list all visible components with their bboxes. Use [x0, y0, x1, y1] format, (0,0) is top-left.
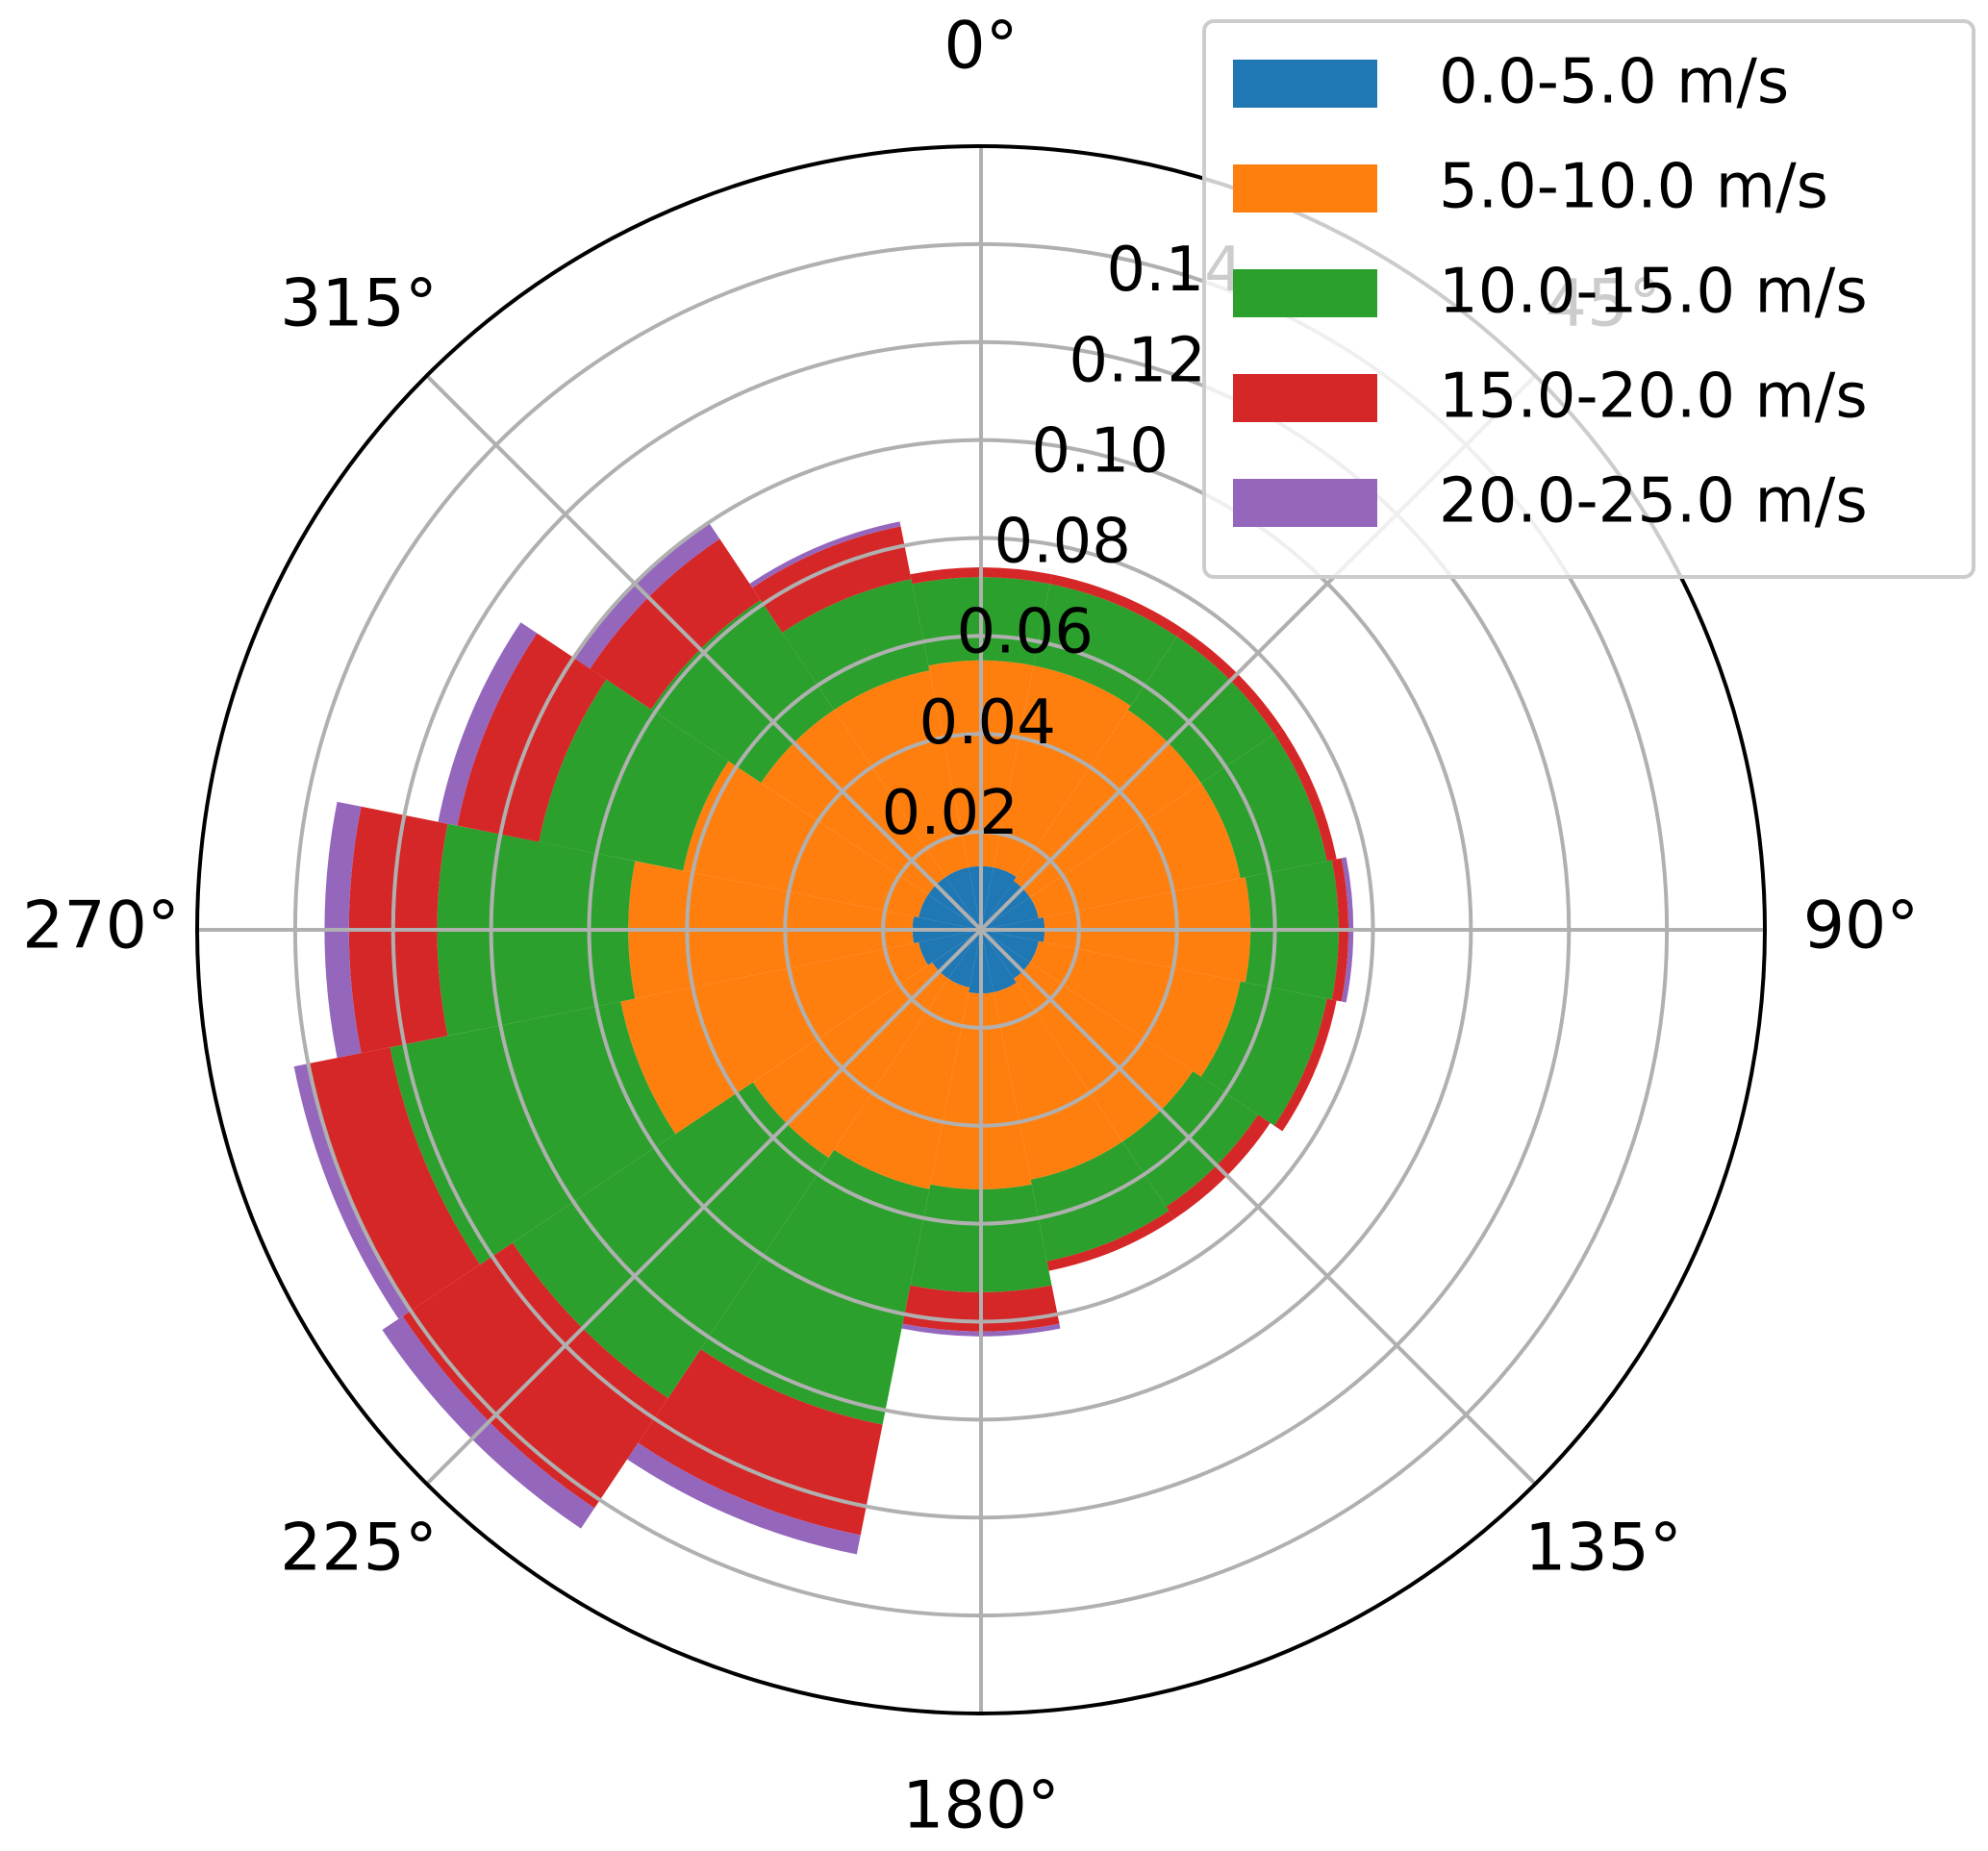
legend-label: 20.0-25.0 m/s	[1439, 466, 1868, 538]
bar-segment	[834, 670, 969, 877]
bar-segment	[981, 930, 1017, 992]
angular-gridline	[979, 928, 1537, 1486]
bar-segment	[1341, 857, 1354, 1003]
legend-swatch	[1233, 374, 1377, 422]
legend-swatch	[1233, 479, 1377, 527]
bar-segment	[1200, 981, 1327, 1126]
bar-segment	[627, 1442, 861, 1555]
bar-segment	[308, 1047, 481, 1312]
angular-tick-label: 225°	[280, 1511, 438, 1587]
radial-tick-label: 0.06	[956, 597, 1094, 668]
bar-segment	[1176, 628, 1283, 735]
angular-tick-label: 315°	[280, 266, 438, 342]
bar-segment	[1030, 1141, 1170, 1262]
bar-segment	[1033, 584, 1177, 707]
radial-tick-label: 0.04	[919, 688, 1056, 759]
bar-segment	[1029, 940, 1241, 1077]
bar-segment	[981, 897, 1039, 930]
polar-frame	[195, 144, 1767, 1715]
bar-segment	[993, 665, 1131, 877]
angular-tick-label: 135°	[1524, 1511, 1682, 1587]
radial-tick-label: 0.12	[1069, 325, 1206, 396]
radial-tick-label: 0.10	[1031, 415, 1169, 487]
frame-layer	[195, 144, 1767, 1715]
legend-swatch	[1233, 269, 1377, 317]
angular-tick-label: 0°	[944, 9, 1018, 85]
bar-segment	[700, 1149, 930, 1425]
legend-label: 0.0-5.0 m/s	[1439, 47, 1789, 118]
bar-segment	[1029, 783, 1241, 919]
bar-segment	[1200, 734, 1327, 879]
bar-segment	[919, 894, 981, 930]
angular-tick-label: 90°	[1803, 888, 1920, 964]
bar-segment	[1273, 728, 1337, 862]
bar-segment	[782, 579, 930, 711]
radial-tick-labels: 0.020.040.060.080.100.120.14	[881, 235, 1243, 849]
bar-segment	[438, 622, 538, 826]
legend-swatch	[1233, 164, 1377, 213]
bar-segment	[834, 978, 970, 1189]
legend-label: 10.0-15.0 m/s	[1439, 257, 1868, 328]
radial-tick-label: 0.02	[881, 778, 1019, 849]
angular-tick-label: 270°	[22, 888, 180, 964]
angular-tick-label: 180°	[902, 1768, 1060, 1844]
bar-segment	[919, 930, 981, 965]
angular-gridline	[425, 928, 983, 1486]
bar-layer	[293, 521, 1354, 1555]
bar-segment	[948, 930, 981, 988]
radial-tick-label: 0.08	[994, 507, 1131, 578]
legend-swatch	[1233, 60, 1377, 108]
bar-segment	[638, 1349, 883, 1536]
bar-segment	[1273, 998, 1337, 1132]
bar-segment	[539, 679, 729, 871]
bar-segment	[981, 930, 1039, 963]
bar-segment	[1049, 574, 1183, 638]
bar-segment	[749, 521, 901, 588]
bar-segment	[981, 867, 1017, 930]
bar-segment	[1046, 1211, 1174, 1271]
bar-segment	[901, 1323, 1061, 1337]
legend: 0.0-5.0 m/s 5.0-10.0 m/s 10.0-15.0 m/s 15.0…	[1202, 19, 1975, 579]
legend-box	[1202, 19, 1975, 579]
bar-segment	[390, 1001, 676, 1265]
legend-label: 15.0-20.0 m/s	[1439, 362, 1868, 433]
bar-segment	[993, 983, 1123, 1180]
bar-segment	[945, 867, 981, 930]
bar-segment	[620, 941, 928, 1135]
legend-label: 5.0-10.0 m/s	[1439, 152, 1828, 223]
angular-gridline	[425, 374, 983, 932]
